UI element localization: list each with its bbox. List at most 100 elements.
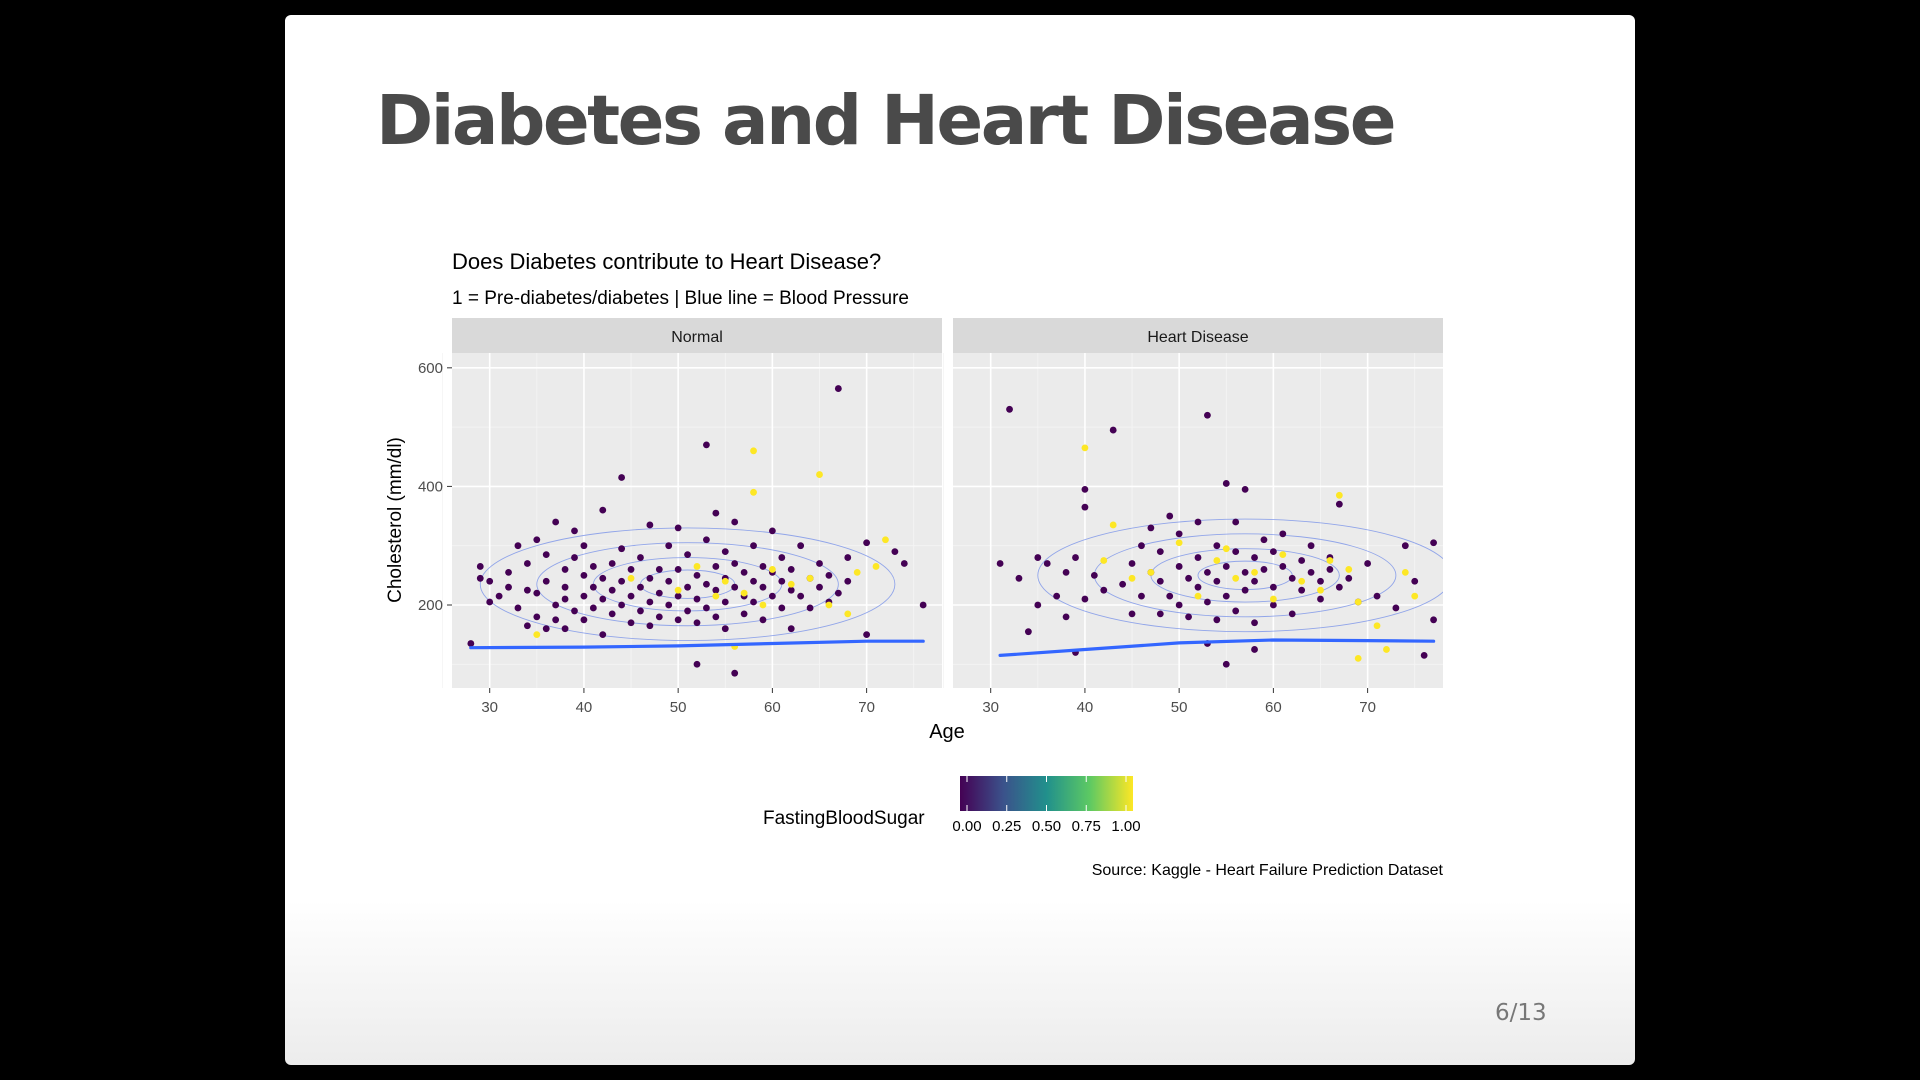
data-point: [580, 571, 588, 579]
data-point: [1430, 539, 1437, 547]
data-point: [778, 554, 786, 561]
data-point: [627, 619, 635, 627]
data-point: [637, 583, 644, 591]
data-point: [1100, 557, 1108, 564]
data-point: [1156, 610, 1164, 618]
data-point: [561, 566, 569, 573]
data-point: [1062, 568, 1070, 576]
data-point: [1034, 601, 1042, 609]
data-point: [552, 616, 560, 624]
data-point: [646, 598, 654, 606]
data-point: [919, 601, 927, 609]
data-point: [552, 601, 560, 609]
data-point: [1213, 616, 1221, 624]
data-point: [1269, 595, 1277, 603]
data-point: [1222, 592, 1230, 600]
data-point: [486, 598, 494, 606]
data-point: [1128, 610, 1136, 618]
y-axis: 200 400 600: [418, 360, 452, 614]
data-point: [1156, 577, 1164, 585]
data-point: [816, 583, 823, 591]
y-tick-label: 600: [418, 360, 443, 377]
legend-tick-label: 0.50: [1032, 818, 1061, 835]
data-point: [1204, 568, 1211, 576]
data-point: [1213, 577, 1221, 585]
data-point: [627, 574, 635, 582]
data-point: [731, 560, 739, 567]
data-point: [712, 613, 720, 621]
data-point: [750, 447, 757, 455]
data-point: [580, 592, 588, 600]
data-point: [646, 574, 654, 582]
data-point: [684, 607, 691, 615]
data-point: [731, 583, 739, 591]
data-point: [589, 604, 597, 612]
data-point: [1138, 592, 1145, 600]
data-point: [1043, 560, 1051, 567]
data-point: [768, 527, 776, 535]
data-point: [1411, 577, 1419, 585]
chart-title: Does Diabetes contribute to Heart Diseas…: [452, 249, 881, 274]
data-point: [1354, 598, 1362, 606]
data-point: [542, 625, 550, 633]
y-tick-label: 200: [418, 597, 443, 614]
legend-title: FastingBloodSugar: [763, 808, 925, 829]
slide-title: Diabetes and Heart Disease: [376, 81, 1397, 161]
data-point: [542, 577, 550, 585]
data-point: [1222, 563, 1230, 570]
strip-label-heart-disease: Heart Disease: [1147, 329, 1248, 346]
x-tick-label: 50: [670, 699, 687, 716]
slide: Diabetes and Heart Disease Does Diabetes…: [285, 15, 1635, 1065]
data-point: [618, 545, 626, 553]
data-point: [1034, 554, 1042, 561]
data-point: [1175, 601, 1183, 609]
data-point: [646, 521, 654, 529]
data-point: [844, 554, 852, 561]
data-point: [476, 574, 484, 582]
data-point: [618, 577, 626, 585]
x-tick-label: 70: [1359, 699, 1376, 716]
data-point: [740, 568, 748, 576]
data-point: [1147, 524, 1155, 532]
data-point: [740, 589, 748, 597]
data-point: [646, 622, 654, 630]
legend-tick-label: 0.00: [952, 818, 981, 835]
x-tick-label: 50: [1171, 699, 1188, 716]
data-point: [1317, 577, 1324, 585]
data-point: [1138, 542, 1145, 550]
data-point: [1109, 426, 1117, 434]
x-tick-label: 40: [1077, 699, 1094, 716]
data-point: [1269, 548, 1277, 556]
data-point: [891, 548, 899, 556]
data-point: [882, 536, 889, 544]
data-point: [1298, 557, 1306, 564]
data-point: [533, 536, 541, 544]
data-point: [778, 604, 786, 612]
data-point: [797, 542, 805, 550]
data-point: [693, 660, 701, 668]
data-point: [740, 610, 748, 618]
data-point: [1166, 512, 1174, 520]
data-point: [816, 560, 823, 567]
blood-pressure-line: [469, 639, 925, 650]
data-point: [1241, 485, 1249, 493]
data-point: [674, 592, 682, 600]
data-point: [1430, 616, 1437, 624]
data-point: [1383, 646, 1390, 653]
data-point: [571, 554, 578, 561]
data-point: [505, 568, 512, 576]
data-point: [721, 577, 729, 585]
data-point: [533, 613, 541, 621]
x-axis-title: Age: [929, 721, 965, 743]
data-point: [721, 625, 729, 633]
data-point: [523, 560, 531, 567]
data-point: [599, 631, 607, 639]
data-point: [759, 616, 767, 624]
data-point: [1119, 580, 1127, 588]
data-point: [1185, 613, 1192, 621]
data-point: [486, 577, 494, 585]
density-contour: [479, 527, 896, 642]
data-point: [759, 563, 767, 570]
legend-tick-label: 1.00: [1111, 818, 1140, 835]
data-point: [787, 586, 795, 594]
